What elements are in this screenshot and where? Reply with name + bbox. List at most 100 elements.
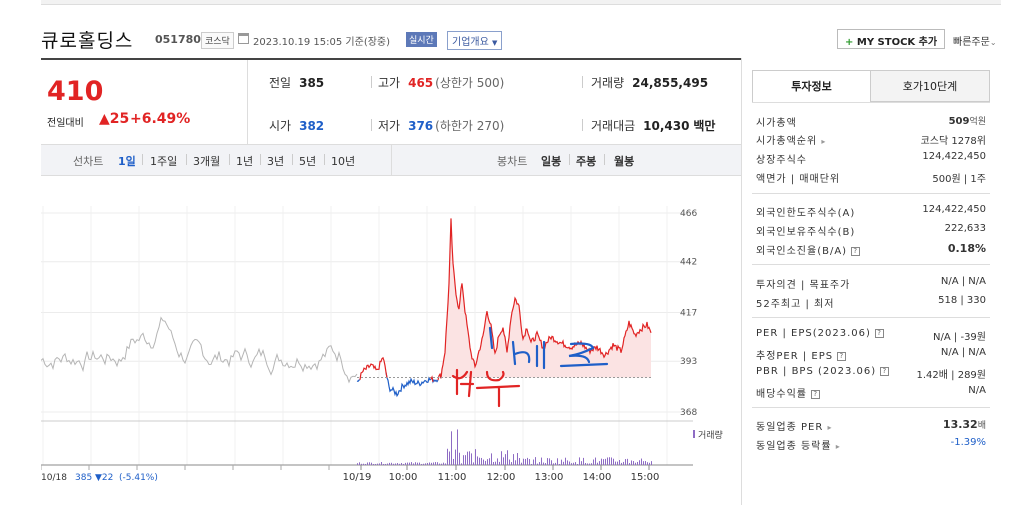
industry-per-row[interactable]: 동일업종 PER ▸ 13.32배 <box>756 418 986 433</box>
top-border <box>41 0 1001 5</box>
volume-bar <box>361 463 362 465</box>
volume-bar <box>517 453 518 465</box>
volume-label: 거래량 <box>698 429 723 441</box>
handwritten-annotation-buy <box>451 368 521 408</box>
divider <box>582 76 583 88</box>
volume-bar <box>573 462 574 465</box>
volume-bar <box>441 463 442 465</box>
volume-bar <box>537 463 538 465</box>
volume-bar <box>509 459 510 465</box>
volume-bar <box>425 463 426 465</box>
tab-investment-info[interactable]: 투자정보 <box>752 70 871 102</box>
volume-bar <box>513 454 514 465</box>
foreign-rate-row: 외국인소진율(B/A) ? 0.18% <box>756 242 986 257</box>
volume-bar <box>457 429 458 465</box>
x-tick-label: 11:00 <box>438 472 467 483</box>
tab-daily[interactable]: 일봉 <box>541 155 562 168</box>
volume-bar <box>477 456 478 465</box>
volume-bar <box>357 463 358 465</box>
candle-chart-label: 봉차트 <box>497 155 528 168</box>
tab-1w[interactable]: 1주일 <box>150 155 178 168</box>
volume-bar <box>603 459 604 465</box>
change-rate: +6.49% <box>130 111 191 127</box>
price-summary: 410 전일대비 ▲25 +6.49% 전일 385 고가 465 (상한가 500)… <box>41 58 741 145</box>
volume-bar <box>491 453 492 465</box>
tab-3m[interactable]: 3개월 <box>193 155 221 168</box>
low-price: 저가 376 (하한가 270) <box>378 119 505 133</box>
volume-bar <box>545 463 546 465</box>
tab-1d[interactable]: 1일 <box>118 155 136 168</box>
volume-bar <box>609 457 610 465</box>
up-fill-area <box>441 218 651 378</box>
company-info-button[interactable]: 기업개요 ▼ <box>447 31 503 50</box>
quick-order-button[interactable]: 빠른주문⌄ <box>953 33 997 48</box>
volume-bar <box>467 451 468 465</box>
volume-bar <box>647 462 648 465</box>
prev-close: 전일 385 <box>269 76 325 90</box>
listed-shares-row: 상장주식수 124,422,450 <box>756 151 986 166</box>
realtime-button[interactable]: 실시간 <box>406 32 437 47</box>
par-value-row: 액면가 | 매매단위 500원 | 1주 <box>756 174 986 185</box>
volume-bar <box>471 453 472 465</box>
tab-weekly[interactable]: 주봉 <box>576 155 597 168</box>
market-cap-rank-row[interactable]: 시가총액순위 ▸ 코스닥 1278위 <box>756 136 986 147</box>
divider <box>582 119 583 131</box>
help-icon: ? <box>851 246 861 256</box>
volume-bar <box>591 463 592 465</box>
volume-bar <box>543 462 544 465</box>
volume-bar <box>369 462 370 465</box>
volume-bar <box>507 450 508 465</box>
volume-bar <box>493 462 494 465</box>
volume-bar <box>631 460 632 465</box>
volume-bar <box>515 460 516 465</box>
volume-bar <box>501 451 502 465</box>
52week-row: 52주최고 | 최저 518 | 330 <box>756 295 986 310</box>
volume-bar <box>641 458 642 465</box>
tab-1y[interactable]: 1년 <box>236 155 254 168</box>
x-tick-label: 14:00 <box>583 472 612 483</box>
volume-bar <box>399 463 400 465</box>
volume-bar <box>589 463 590 465</box>
volume-bar <box>429 462 430 465</box>
volume-bar <box>453 458 454 465</box>
datetime: 2023.10.19 15:05 기준(장중) <box>253 37 391 48</box>
volume-bar <box>547 458 548 465</box>
y-tick-label: 442 <box>680 258 697 268</box>
mystock-label: MY STOCK 추가 <box>856 37 938 48</box>
volume-bar <box>437 462 438 465</box>
volume-bar <box>605 458 606 465</box>
volume-bar <box>557 458 558 465</box>
volume-bar <box>479 457 480 465</box>
volume-bar <box>523 458 524 465</box>
volume-bar <box>449 451 450 465</box>
volume-bar <box>519 458 520 465</box>
per-row: PER | EPS(2023.06) ? N/A | -39원 <box>756 328 986 343</box>
volume-bar <box>393 463 394 465</box>
x-tick-label: 12:00 <box>487 472 516 483</box>
volume-bar <box>395 463 396 465</box>
volume: 거래량 24,855,495 <box>591 76 709 90</box>
tab-5y[interactable]: 5년 <box>299 155 317 168</box>
industry-change-row[interactable]: 동일업종 등락률 ▸ -1.39% <box>756 437 986 452</box>
volume-bar <box>421 463 422 465</box>
mystock-button[interactable]: + MY STOCK 추가 <box>837 29 946 49</box>
plus-icon: + <box>845 37 854 48</box>
volume-bar <box>379 463 380 465</box>
stock-code: 051780 <box>155 33 201 46</box>
tab-underline <box>752 102 990 103</box>
volume-bar <box>413 463 414 465</box>
volume-bar <box>549 458 550 465</box>
tab-monthly[interactable]: 월봉 <box>614 155 635 168</box>
open-price: 시가 382 <box>269 119 325 133</box>
chevron-down-icon: ▼ <box>492 39 498 47</box>
handwritten-annotation-sell <box>488 326 609 370</box>
tab-10y[interactable]: 10년 <box>331 155 356 168</box>
pbr-row: PBR | BPS (2023.06) ? 1.42배 | 289원 <box>756 366 986 381</box>
volume-bar <box>475 449 476 465</box>
volume-bars <box>357 429 652 465</box>
volume-bar <box>559 463 560 465</box>
tab-order-book[interactable]: 호가10단계 <box>870 70 990 102</box>
tab-3y[interactable]: 3년 <box>267 155 285 168</box>
chart-tabs: 선차트 1일 1주일 3개월 1년 3년 5년 10년 봉차트 일봉 주봉 월봉 <box>41 145 741 176</box>
volume-bar <box>499 461 500 465</box>
